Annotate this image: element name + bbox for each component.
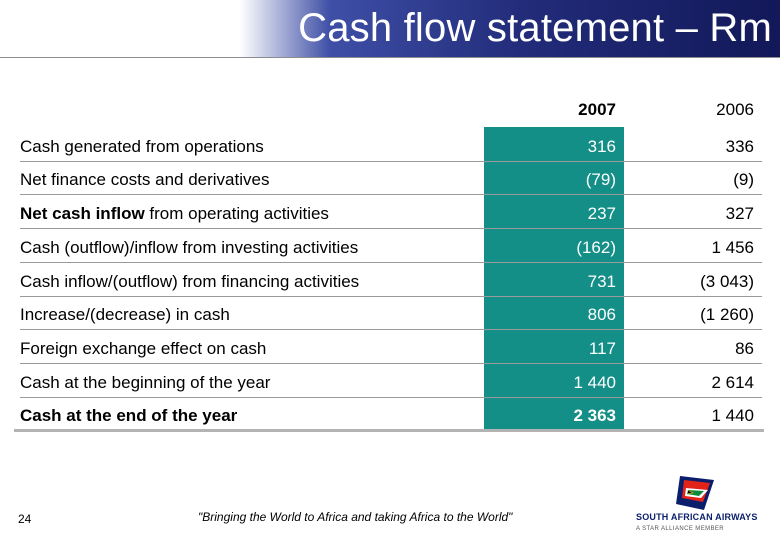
table-row: Cash generated from operations 316 336 [0, 130, 780, 163]
row-divider [20, 228, 762, 229]
table-row: Cash at the beginning of the year 1 440 … [0, 366, 780, 399]
value-2006: 336 [725, 137, 754, 156]
row-label: Increase/(decrease) in cash [20, 305, 230, 324]
column-header-2006: 2006 [716, 100, 754, 119]
table-row: Increase/(decrease) in cash 806 (1 260) [0, 298, 780, 331]
slogan: "Bringing the World to Africa and taking… [198, 510, 513, 524]
row-divider [20, 329, 762, 330]
table-bottom-rule [14, 429, 764, 432]
table-row: Cash (outflow)/inflow from investing act… [0, 231, 780, 264]
row-label: Cash generated from operations [20, 137, 264, 156]
value-2006: 327 [725, 204, 754, 223]
table-row: Net cash inflow from operating activitie… [0, 197, 780, 230]
value-2007: (79) [585, 170, 616, 189]
value-2006: (3 043) [700, 272, 754, 291]
row-divider [20, 161, 762, 162]
column-header-2007: 2007 [578, 100, 616, 119]
value-2007: 731 [587, 272, 616, 291]
row-label-bold: Net cash inflow [20, 204, 145, 223]
page-number: 24 [18, 512, 32, 526]
value-2006: 1 456 [711, 238, 754, 257]
value-2007: 316 [587, 137, 616, 156]
row-label: Net finance costs and derivatives [20, 170, 270, 189]
value-2006: 2 614 [711, 373, 754, 392]
airline-logo: SOUTH AFRICAN AIRWAYS A STAR ALLIANCE ME… [634, 474, 776, 538]
row-label: Cash (outflow)/inflow from investing act… [20, 238, 359, 257]
row-label: Cash at the end of the year [20, 406, 238, 425]
row-divider [20, 262, 762, 263]
value-2007: (162) [576, 238, 616, 257]
row-label: Cash at the beginning of the year [20, 373, 271, 392]
row-label: Foreign exchange effect on cash [20, 339, 267, 358]
table-row-total: Cash at the end of the year 2 363 1 440 [0, 399, 780, 432]
value-2007: 2 363 [573, 406, 616, 425]
airline-name: SOUTH AFRICAN AIRWAYS [636, 512, 758, 522]
row-divider [20, 397, 762, 398]
table-row: Cash inflow/(outflow) from financing act… [0, 265, 780, 298]
value-2007: 1 440 [573, 373, 616, 392]
value-2007: 117 [588, 339, 616, 358]
row-divider [20, 363, 762, 364]
slide-title: Cash flow statement – Rm [298, 6, 772, 50]
value-2006: 1 440 [711, 406, 754, 425]
row-divider [20, 296, 762, 297]
value-2007: 806 [587, 305, 616, 324]
title-bar: Cash flow statement – Rm [0, 0, 780, 58]
row-divider [20, 194, 762, 195]
value-2006: (1 260) [700, 305, 754, 324]
table-row: Net finance costs and derivatives (79) (… [0, 163, 780, 196]
value-2006: 86 [735, 339, 754, 358]
row-label: Cash inflow/(outflow) from financing act… [20, 272, 360, 291]
value-2006: (9) [733, 170, 754, 189]
highlight-column-2007 [484, 127, 624, 431]
row-label: Net cash inflow from operating activitie… [20, 204, 329, 224]
table-row: Foreign exchange effect on cash 117 86 [0, 332, 780, 365]
value-2007: 237 [587, 204, 616, 223]
airline-tagline: A STAR ALLIANCE MEMBER [636, 526, 725, 532]
row-label-rest: from operating activities [144, 204, 329, 223]
saa-flag-tail-icon [676, 476, 714, 510]
